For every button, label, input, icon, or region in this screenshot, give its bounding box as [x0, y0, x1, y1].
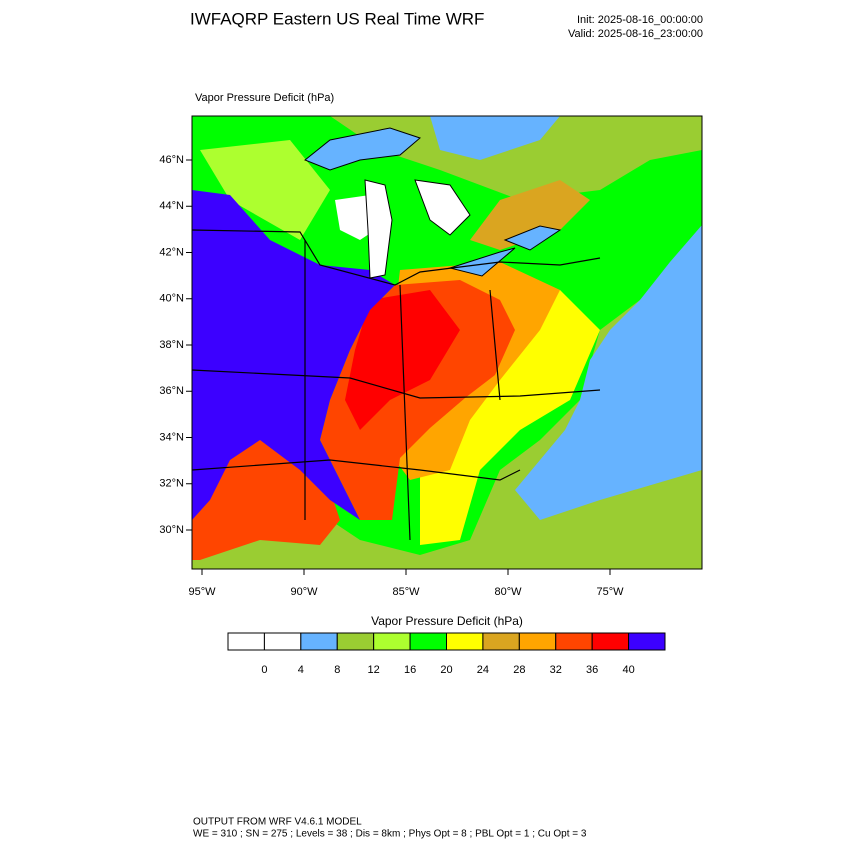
colorbar-box [336, 632, 375, 651]
colorbar-label: 32 [550, 664, 562, 676]
border [192, 369, 601, 399]
lat-label: 30°N [159, 524, 184, 536]
colorbar-box [227, 632, 265, 651]
border [399, 284, 411, 541]
footer-line: WE = 310 ; SN = 275 ; Levels = 38 ; Dis … [193, 829, 587, 840]
lat-label: 32°N [159, 478, 184, 490]
colorbar-label: 24 [477, 664, 489, 676]
map-field [192, 116, 702, 569]
colorbar: 0 4 8 12 16 20 24 28 32 36 40 [227, 632, 666, 676]
lat-label: 34°N [159, 431, 184, 443]
field-high [192, 190, 395, 520]
field-goldenrod [470, 180, 590, 250]
lon-label: 80°W [494, 586, 522, 598]
valid-time: Valid: 2025-08-16_23:00:00 [568, 28, 703, 40]
map-frame [191, 115, 703, 570]
init-time: Init: 2025-08-16_00:00:00 [577, 14, 703, 26]
colorbar-label: 20 [440, 664, 452, 676]
colorbar-box [300, 632, 338, 651]
field-canada-low [430, 116, 560, 160]
colorbar-box [373, 632, 411, 651]
colorbar-box [628, 632, 666, 651]
colorbar-box [591, 632, 630, 651]
title: IWFAQRP Eastern US Real Time WRF [190, 9, 484, 28]
border [192, 229, 601, 286]
map-ticks: 46°N 44°N 42°N 40°N 38°N 36°N 34°N 32°N 30°N 95°W… [159, 154, 624, 598]
lon-label: 90°W [290, 586, 318, 598]
lon-label: 75°W [596, 586, 624, 598]
colorbar-label: 36 [586, 664, 598, 676]
lon-label: 85°W [392, 586, 420, 598]
state-borders [192, 229, 601, 541]
lake-michigan [364, 179, 393, 279]
lake-huron [414, 179, 471, 236]
lat-label: 38°N [159, 339, 184, 351]
lake-superior [304, 127, 421, 171]
lakes [304, 127, 562, 279]
colorbar-label: 0 [261, 664, 267, 676]
lake-ontario [503, 225, 562, 251]
lat-label: 42°N [159, 246, 184, 258]
lat-label: 36°N [159, 385, 184, 397]
border [489, 289, 501, 401]
colorbar-box [482, 632, 520, 651]
colorbar-label: 12 [368, 664, 380, 676]
colorbar-box [409, 632, 448, 651]
field-ocean-low [515, 225, 702, 520]
colorbar-label: 40 [622, 664, 634, 676]
colorbar-box [263, 632, 302, 651]
colorbar-label: 28 [513, 664, 525, 676]
colorbar-title: Vapor Pressure Deficit (hPa) [371, 614, 523, 628]
lake-erie [448, 247, 516, 277]
colorbar-box [555, 632, 593, 651]
colorbar-label: 4 [298, 664, 304, 676]
lon-label: 95°W [188, 586, 216, 598]
lat-label: 44°N [159, 200, 184, 212]
field-lightgreen [200, 140, 330, 240]
lat-label: 46°N [159, 154, 184, 166]
colorbar-box [518, 632, 557, 651]
field-label: Vapor Pressure Deficit (hPa) [195, 92, 334, 104]
lat-label: 40°N [159, 293, 184, 305]
colorbar-label: 16 [404, 664, 416, 676]
colorbar-label: 8 [334, 664, 340, 676]
border [192, 459, 521, 481]
footer-line: OUTPUT FROM WRF V4.6.1 MODEL [193, 817, 362, 828]
colorbar-box [446, 632, 484, 651]
